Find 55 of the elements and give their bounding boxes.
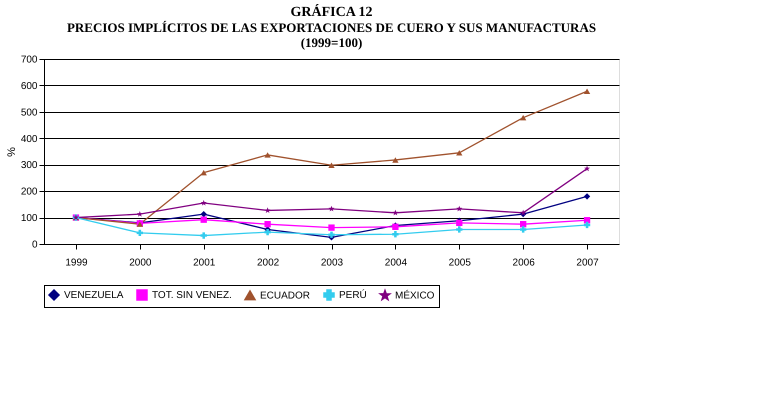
point [328,224,335,231]
point [584,88,590,94]
chart-title: GRÁFICA 12 [290,3,373,20]
text: PRECIOS IMPLÍCITOS DE LAS EXPORTACIONES DE CUERO Y SUS MANUFACTURAS [66,20,596,35]
x-tick-label: 2004 [384,258,408,268]
y-axis-title: % [6,146,18,157]
point [264,152,271,158]
point [392,157,399,163]
point [136,230,143,236]
point [520,114,526,120]
y-tick-label: 400 [20,134,38,145]
point [200,216,207,223]
point [264,207,271,213]
y-tick-label: 0 [32,240,38,250]
point [328,162,335,168]
point [456,226,462,233]
point [200,232,207,239]
x-tick-label: 2005 [448,258,472,268]
x-tick-label: 2000 [129,258,152,268]
x-tick-label: 2003 [320,258,344,268]
y-tick-label: 100 [20,213,38,224]
point [520,226,526,233]
point [456,150,462,156]
y-tick-label: 700 [20,54,38,66]
point [456,220,462,226]
y-tick-label: 600 [20,80,38,92]
point [328,232,335,238]
y-tick-label: 500 [20,107,38,118]
legend-label: VENEZUELA [64,290,124,301]
legend-label: PERÚ [339,289,367,301]
legend-label: MÉXICO [395,289,435,302]
x-tick-label: 2002 [256,258,280,268]
y-tick-label: 200 [20,186,38,198]
x-tick-label: 2001 [193,258,216,268]
text: (1999=100) [300,35,362,50]
point [200,200,207,206]
x-tick-label: 2007 [576,258,600,268]
point [264,221,271,228]
x-tick-label: 2006 [512,258,536,268]
point [584,193,590,200]
point [584,166,590,172]
point [392,210,398,216]
legend-label: TOT. SIN VENEZ. [152,290,232,301]
point [456,206,462,212]
point [584,222,590,228]
point [264,228,271,236]
y-tick-label: 300 [20,160,38,172]
point [520,221,526,228]
point [200,210,207,218]
point [136,210,143,217]
x-tick-label: 1999 [65,258,88,268]
point [200,170,207,176]
point [328,206,335,212]
point [392,231,399,238]
legend-label: ECUADOR [260,290,310,302]
